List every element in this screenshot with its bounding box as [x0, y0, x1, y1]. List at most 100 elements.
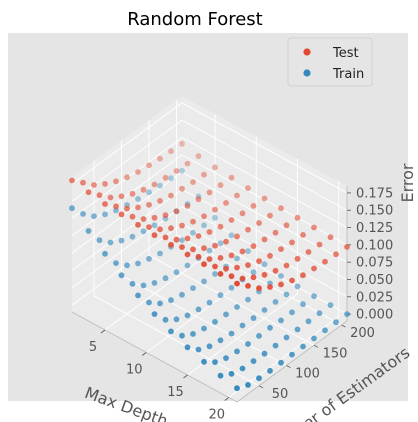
point-train	[135, 260, 141, 267]
point-test	[201, 245, 207, 252]
point-test	[113, 178, 119, 185]
point-train	[179, 237, 185, 244]
point-train	[327, 302, 334, 308]
z-tick-label: 0.175	[356, 186, 393, 201]
point-test	[179, 244, 185, 251]
legend-marker-test	[303, 48, 311, 56]
point-train	[278, 317, 284, 324]
z-tick-label: 0.025	[356, 290, 393, 305]
point-test	[228, 273, 235, 280]
point-train	[272, 299, 279, 305]
point-test	[256, 258, 262, 264]
grid-line-y-floor	[121, 275, 287, 366]
point-test	[261, 195, 268, 202]
point-test	[96, 192, 103, 199]
point-train	[129, 233, 136, 240]
point-train	[245, 248, 251, 255]
y-tick-label: 150	[323, 346, 348, 361]
point-train	[223, 355, 229, 361]
point-train	[250, 358, 257, 364]
point-test	[228, 217, 235, 223]
point-test	[250, 274, 257, 281]
point-test	[118, 211, 125, 218]
point-train	[278, 359, 284, 366]
point-train	[195, 306, 202, 313]
point-test	[135, 169, 141, 175]
point-train	[234, 304, 240, 310]
point-train	[250, 315, 257, 321]
point-train	[234, 255, 240, 262]
point-train	[228, 330, 235, 337]
point-train	[102, 211, 108, 218]
point-train	[179, 332, 185, 339]
point-train	[179, 167, 185, 174]
grid-line-z-left	[71, 119, 183, 202]
z-axis-label: Error	[398, 163, 417, 202]
point-train	[151, 280, 158, 286]
legend-label-test: Test	[332, 46, 359, 61]
z-tick-label: 0.150	[356, 204, 393, 219]
point-test	[102, 181, 108, 187]
point-test	[256, 220, 262, 226]
point-test	[184, 160, 191, 167]
point-test	[245, 262, 251, 268]
legend-label-train: Train	[332, 67, 364, 82]
x-tick-mark	[142, 352, 147, 356]
point-test	[146, 224, 152, 231]
point-train	[228, 370, 235, 377]
point-train	[91, 213, 97, 220]
point-train	[272, 342, 279, 349]
grid-line-z-left	[71, 189, 183, 271]
grid-line-z-left	[71, 102, 183, 185]
point-test	[162, 234, 169, 241]
point-train	[256, 333, 262, 339]
point-train	[113, 207, 119, 214]
grid-line-z-back	[181, 206, 348, 298]
point-test	[179, 140, 185, 147]
point-test	[267, 212, 273, 219]
point-train	[162, 275, 169, 282]
point-train	[217, 292, 224, 299]
grid-line-z-back	[181, 189, 348, 280]
point-train	[201, 278, 207, 285]
point-test	[278, 246, 284, 253]
x-tick-label: 20	[208, 408, 225, 422]
point-test	[184, 251, 191, 258]
point-test	[217, 223, 224, 230]
x-tick-mark	[100, 329, 106, 334]
point-train	[256, 375, 262, 382]
point-train	[157, 300, 163, 307]
point-test	[267, 252, 273, 259]
point-train	[250, 269, 257, 276]
point-train	[245, 296, 251, 303]
point-test	[146, 201, 152, 208]
point-train	[190, 229, 196, 236]
z-tick-label: 0.100	[356, 238, 393, 253]
point-train	[184, 344, 191, 351]
point-train	[140, 282, 147, 289]
point-test	[124, 205, 130, 212]
point-train	[228, 284, 235, 291]
point-train	[289, 309, 295, 316]
point-test	[102, 201, 108, 207]
axis-lines	[71, 186, 348, 403]
point-test	[217, 271, 224, 277]
point-test	[223, 238, 229, 245]
point-test	[69, 177, 75, 184]
point-test	[129, 190, 136, 197]
point-train	[179, 291, 185, 298]
point-train	[173, 316, 180, 323]
point-train	[234, 385, 240, 392]
point-train	[146, 255, 152, 262]
point-test	[250, 203, 257, 209]
point-test	[261, 236, 268, 243]
point-test	[245, 185, 251, 192]
legend: Test Train	[287, 37, 373, 87]
point-test	[206, 229, 213, 235]
point-train	[168, 297, 174, 304]
z-tick-label: 0.050	[356, 273, 393, 288]
point-test	[256, 285, 262, 292]
point-train	[234, 348, 240, 355]
point-test	[124, 174, 130, 181]
point-train	[333, 319, 339, 326]
